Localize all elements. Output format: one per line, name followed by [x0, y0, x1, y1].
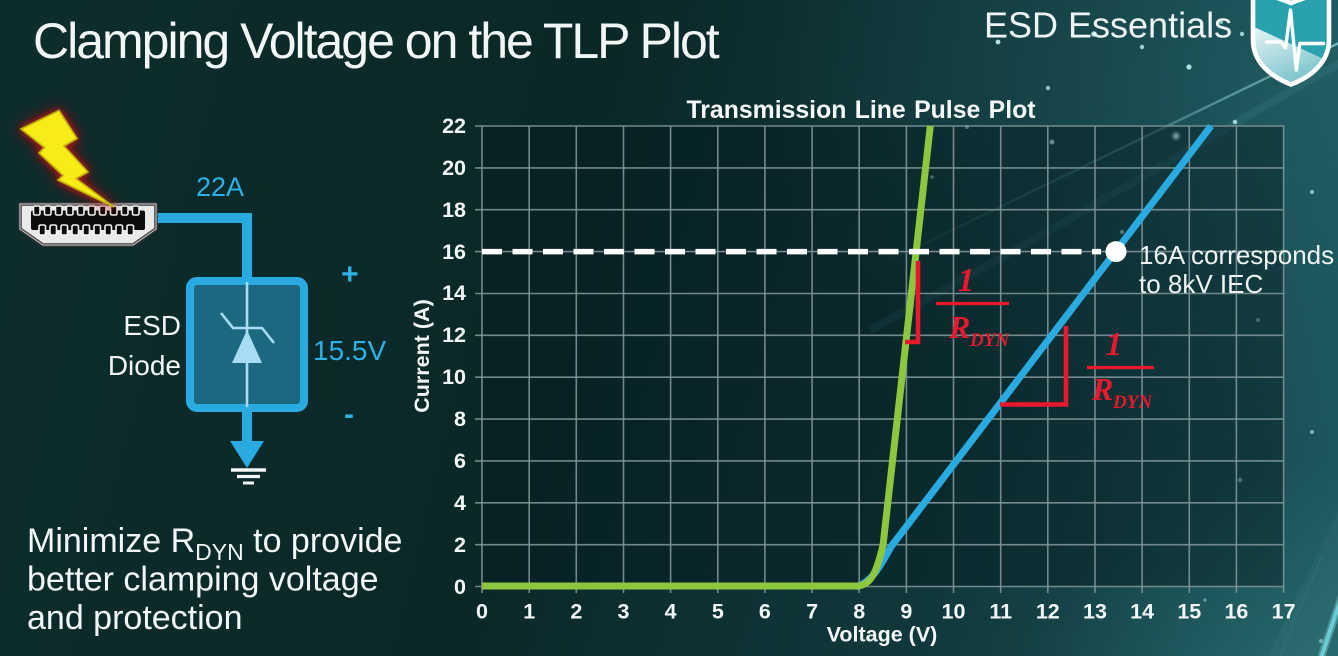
svg-text:better clamping voltage: better clamping voltage: [27, 561, 379, 599]
svg-text:0: 0: [454, 575, 466, 599]
svg-text:16: 16: [442, 240, 466, 264]
svg-text:Minimize RDYN to provide: Minimize RDYN to provide: [27, 522, 402, 565]
svg-text:16A corresponds: 16A corresponds: [1139, 240, 1334, 270]
svg-text:1: 1: [523, 600, 535, 624]
svg-text:4: 4: [454, 491, 466, 515]
svg-text:13: 13: [1083, 600, 1107, 624]
svg-text:15.5V: 15.5V: [313, 335, 386, 366]
svg-text:10: 10: [942, 600, 966, 624]
svg-text:6: 6: [454, 449, 466, 473]
svg-text:12: 12: [442, 323, 466, 347]
svg-text:2: 2: [570, 600, 582, 624]
svg-text:Current (A): Current (A): [410, 299, 434, 412]
svg-text:6: 6: [759, 600, 771, 624]
svg-text:R: R: [948, 309, 970, 345]
svg-text:2: 2: [454, 533, 466, 557]
svg-text:Transmission Line Pulse Plot: Transmission Line Pulse Plot: [687, 97, 1036, 124]
svg-text:ESD: ESD: [123, 310, 181, 341]
svg-text:17: 17: [1272, 600, 1296, 624]
svg-text:20: 20: [442, 156, 466, 180]
svg-text:18: 18: [442, 198, 466, 222]
svg-text:0: 0: [476, 600, 488, 624]
svg-text:5: 5: [712, 600, 724, 624]
svg-text:to 8kV IEC: to 8kV IEC: [1139, 269, 1263, 299]
svg-text:ESD Essentials: ESD Essentials: [984, 5, 1232, 46]
svg-text:7: 7: [806, 600, 818, 624]
svg-text:-: -: [344, 398, 354, 431]
svg-text:10: 10: [442, 365, 466, 389]
svg-text:8: 8: [853, 600, 865, 624]
svg-text:Voltage (V): Voltage (V): [827, 623, 938, 647]
svg-text:DYN: DYN: [969, 330, 1010, 351]
svg-text:R: R: [1091, 371, 1113, 407]
svg-text:1: 1: [958, 262, 975, 299]
svg-text:8: 8: [454, 407, 466, 431]
svg-text:and protection: and protection: [27, 599, 243, 637]
svg-text:16: 16: [1224, 600, 1248, 624]
svg-text:14: 14: [1130, 600, 1154, 624]
svg-text:22A: 22A: [196, 172, 244, 202]
svg-text:+: +: [341, 258, 359, 291]
svg-text:Clamping Voltage on the TLP Pl: Clamping Voltage on the TLP Plot: [33, 13, 720, 69]
svg-text:Diode: Diode: [108, 350, 181, 381]
svg-text:22: 22: [442, 114, 466, 138]
svg-text:1: 1: [1106, 326, 1123, 363]
svg-text:DYN: DYN: [1112, 392, 1153, 413]
svg-text:3: 3: [618, 600, 630, 624]
svg-text:14: 14: [442, 281, 466, 305]
svg-text:11: 11: [989, 600, 1012, 624]
svg-text:9: 9: [900, 600, 912, 624]
svg-text:12: 12: [1036, 600, 1060, 624]
svg-text:4: 4: [665, 600, 677, 624]
svg-text:15: 15: [1177, 600, 1201, 624]
